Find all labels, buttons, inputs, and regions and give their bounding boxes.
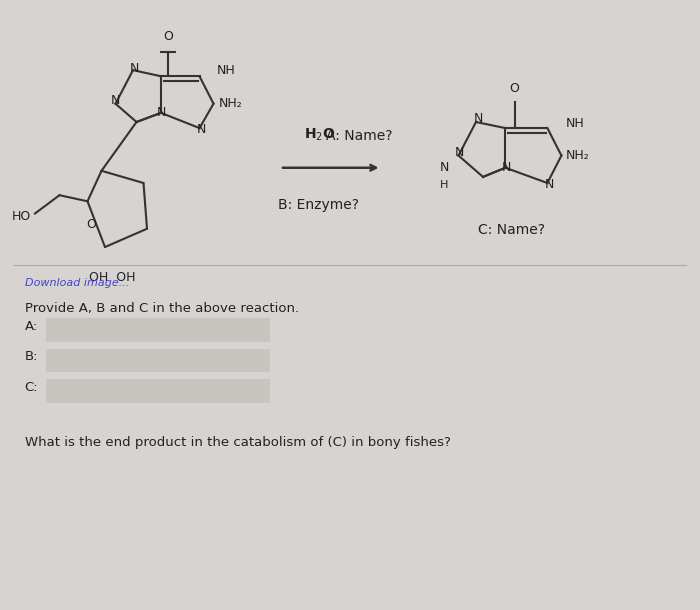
Text: B: Enzyme?: B: Enzyme? (278, 198, 359, 212)
Bar (46, 349, 270, 372)
Text: N: N (440, 161, 449, 174)
Text: NH: NH (566, 117, 584, 131)
Text: OH  OH: OH OH (89, 271, 135, 284)
Text: N: N (111, 94, 120, 107)
Text: NH₂: NH₂ (566, 149, 589, 162)
Text: A: Name?: A: Name? (326, 129, 392, 143)
Text: C:: C: (25, 381, 38, 394)
Text: N: N (545, 178, 554, 192)
Text: What is the end product in the catabolism of (C) in bony fishes?: What is the end product in the catabolis… (25, 436, 450, 449)
Text: NH₂: NH₂ (218, 97, 242, 110)
Text: A:: A: (25, 320, 38, 333)
Text: N: N (501, 161, 511, 174)
Text: N: N (197, 123, 206, 136)
Bar (46, 318, 270, 342)
Text: N: N (455, 146, 465, 159)
Text: N: N (130, 62, 139, 75)
Text: O: O (86, 218, 96, 231)
Text: HO: HO (12, 210, 32, 223)
Text: B:: B: (25, 350, 38, 364)
Text: O: O (163, 30, 173, 43)
Text: N: N (473, 112, 483, 126)
Text: H: H (440, 180, 449, 190)
Bar (46, 379, 270, 403)
Text: NH: NH (217, 63, 236, 77)
Text: N: N (156, 106, 166, 120)
Text: Download image...: Download image... (25, 278, 129, 287)
Text: Provide A, B and C in the above reaction.: Provide A, B and C in the above reaction… (25, 302, 299, 315)
Text: H$_2$O: H$_2$O (304, 127, 342, 143)
Text: O: O (510, 82, 519, 95)
Text: C: Name?: C: Name? (477, 223, 545, 237)
